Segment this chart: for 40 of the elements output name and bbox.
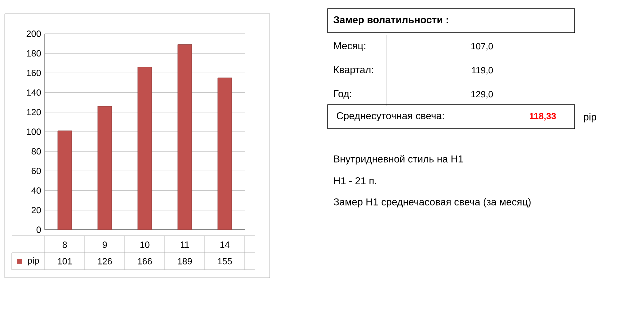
- x-tick-label: 9: [102, 242, 108, 248]
- y-tick-label: 60: [32, 168, 42, 174]
- bar: [218, 78, 232, 230]
- text: 129,0: [472, 91, 494, 99]
- text: Замер Н1 среднечасовая свеча (за месяц): [334, 198, 531, 208]
- text: Замер волатильности :: [334, 16, 448, 26]
- y-tick-label: 20: [32, 207, 42, 214]
- bar: [138, 67, 152, 230]
- x-tick-label: 14: [220, 242, 230, 248]
- data-label: 126: [98, 258, 112, 265]
- text: Н1 - 21 п.: [334, 178, 376, 184]
- bar: [98, 106, 112, 230]
- x-tick-label: 10: [140, 242, 150, 248]
- y-tick-label: 200: [26, 30, 42, 38]
- x-tick-label: 11: [181, 242, 190, 248]
- y-tick-label: 100: [27, 128, 42, 136]
- text: pip: [584, 113, 596, 123]
- data-label: 166: [138, 258, 152, 265]
- text: Внутридневной стиль на Н1: [334, 155, 464, 165]
- text: 118,33: [530, 113, 556, 121]
- x-tick-label: 8: [62, 242, 68, 248]
- text: Квартал:: [334, 66, 374, 76]
- text: Год:: [334, 90, 352, 100]
- text: Месяц:: [334, 42, 366, 52]
- text: 119,0: [472, 67, 494, 75]
- y-tick-label: 0: [36, 226, 42, 234]
- data-label: 189: [178, 258, 192, 265]
- bar: [58, 130, 72, 230]
- y-tick-label: 80: [32, 148, 42, 155]
- text: 107,0: [472, 43, 494, 51]
- y-tick-label: 180: [27, 50, 42, 57]
- y-tick-label: 40: [32, 188, 42, 194]
- data-label: 101: [58, 258, 72, 265]
- y-tick-label: 120: [27, 109, 42, 116]
- data-label: 155: [218, 258, 232, 265]
- y-tick-label: 160: [27, 70, 42, 76]
- bar: [178, 44, 192, 230]
- y-tick-label: 140: [27, 90, 42, 96]
- legend-label: pip: [28, 257, 40, 266]
- text: Среднесуточная свеча:: [337, 112, 444, 122]
